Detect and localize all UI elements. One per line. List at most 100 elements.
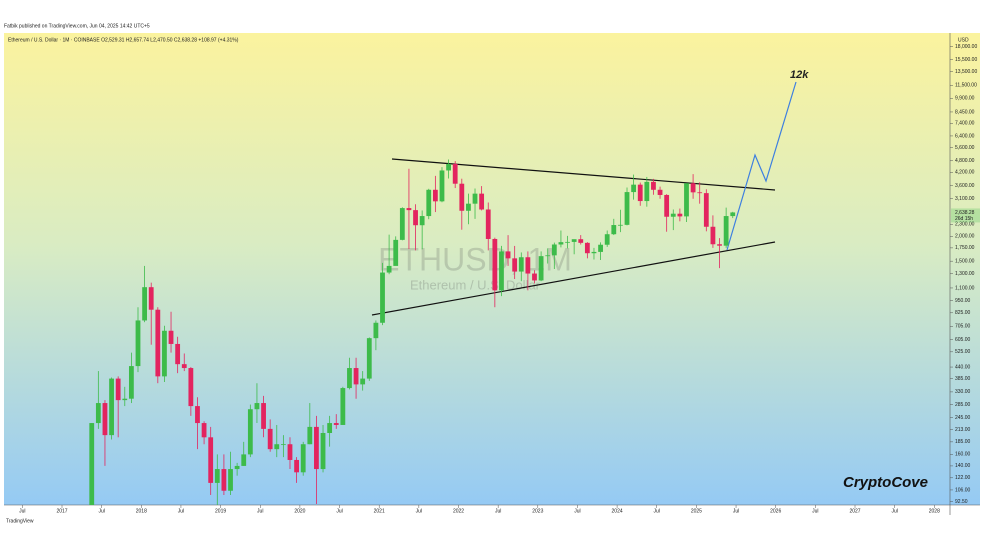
x-tick-label: 2019: [215, 508, 226, 514]
projection: [726, 81, 797, 251]
candle-body: [426, 189, 432, 217]
candle-body: [598, 244, 603, 252]
candle-body: [287, 444, 293, 460]
candle-body: [466, 203, 471, 211]
candle-body: [406, 208, 412, 211]
candle-body: [162, 330, 167, 377]
candle-body: [373, 322, 379, 339]
x-tick-label: Jul: [495, 508, 501, 514]
y-tick-label: 122.00: [955, 475, 971, 481]
candle-body: [479, 193, 485, 210]
y-tick-label: 213.00: [955, 427, 971, 433]
candle-body: [168, 330, 174, 344]
candle-body: [320, 432, 326, 470]
candle-body: [512, 258, 518, 272]
x-tick-label: Jul: [98, 508, 104, 514]
y-tick-label: 245.00: [955, 415, 971, 421]
candle-body: [386, 265, 392, 273]
y-tick-label: 15,500.00: [955, 57, 977, 63]
plot-area: [4, 33, 950, 505]
candle-body: [195, 406, 200, 424]
candle-body: [657, 189, 663, 195]
candle-body: [677, 213, 683, 217]
x-tick-label: 2026: [770, 508, 781, 514]
candle-body: [380, 272, 385, 323]
candle-body: [366, 338, 372, 379]
y-tick-label: 525.00: [955, 349, 971, 355]
candle-body: [221, 469, 227, 491]
x-tick-label: 2021: [374, 508, 385, 514]
candle-body: [710, 226, 716, 245]
candle-body: [651, 181, 656, 190]
y-tick-label: 385.00: [955, 376, 971, 382]
x-tick-label: Jul: [812, 508, 818, 514]
candle-body: [432, 189, 438, 202]
y-tick-label: 160.00: [955, 452, 971, 458]
candle-body: [459, 183, 465, 211]
candle-body: [558, 242, 564, 245]
y-tick-label: 1,500.00: [955, 259, 975, 265]
candle-body: [505, 251, 511, 259]
footer: TradingView: [6, 518, 34, 524]
annotation: 12k: [790, 69, 809, 81]
x-tick-label: 2018: [136, 508, 147, 514]
x-tick-label: Jul: [19, 508, 25, 514]
candle-body: [300, 444, 306, 473]
candle-body: [254, 403, 260, 410]
candle-body: [571, 239, 577, 242]
x-tick-label: Jul: [178, 508, 184, 514]
y-tick-label: 8,450.00: [955, 109, 975, 115]
candle-body: [393, 239, 399, 266]
candle-body: [697, 192, 703, 194]
y-tick-label: 4,800.00: [955, 158, 975, 164]
y-tick-label: 140.00: [955, 463, 971, 469]
candle-body: [89, 423, 95, 505]
candle-body: [472, 193, 478, 204]
published-by: Fatbik published on TradingView.com, Jun…: [4, 23, 150, 29]
candle-body: [188, 368, 194, 407]
candle-body: [624, 192, 630, 225]
last-price-label: 2,638.28: [955, 210, 975, 216]
countdown: 26d 15h: [955, 216, 973, 222]
watermark-sub: Ethereum / U.S. Dollar: [410, 277, 541, 292]
y-tick-label: 92.50: [955, 499, 968, 505]
candle-body: [578, 239, 584, 243]
candle-body: [419, 216, 425, 226]
candle-body: [670, 213, 676, 217]
brand: CryptoCove: [843, 474, 928, 491]
price-axis: [950, 33, 980, 505]
y-tick-label: 4,200.00: [955, 170, 975, 176]
candle-body: [565, 241, 570, 243]
candle-body: [208, 437, 214, 483]
candle-body: [690, 183, 696, 193]
candle-body: [340, 388, 346, 425]
candle-body: [538, 256, 544, 281]
chart-title: Ethereum / U.S. Dollar · 1M · COINBASE O…: [8, 37, 239, 43]
candle-body: [228, 469, 233, 491]
candle-body: [446, 163, 451, 171]
candle-body: [347, 368, 352, 389]
candle-body: [241, 454, 247, 466]
y-tick-label: 5,600.00: [955, 145, 975, 151]
x-tick-label: Jul: [574, 508, 580, 514]
candle-body: [545, 255, 551, 257]
currency: USD: [958, 37, 969, 43]
y-tick-label: 825.00: [955, 310, 971, 316]
y-tick-label: 1,100.00: [955, 285, 975, 291]
candle-body: [551, 244, 557, 256]
y-tick-label: 106.00: [955, 487, 971, 493]
candle-body: [333, 423, 339, 425]
y-tick-label: 330.00: [955, 389, 971, 395]
candle-body: [234, 465, 240, 470]
candle-body: [175, 343, 181, 365]
y-tick-label: 2,300.00: [955, 222, 975, 228]
candle-body: [102, 403, 108, 436]
x-tick-label: Jul: [654, 508, 660, 514]
y-tick-label: 6,400.00: [955, 133, 975, 139]
x-tick-label: 2028: [929, 508, 940, 514]
candle-body: [399, 208, 405, 240]
candle-body: [637, 184, 643, 202]
y-tick-label: 950.00: [955, 298, 971, 304]
